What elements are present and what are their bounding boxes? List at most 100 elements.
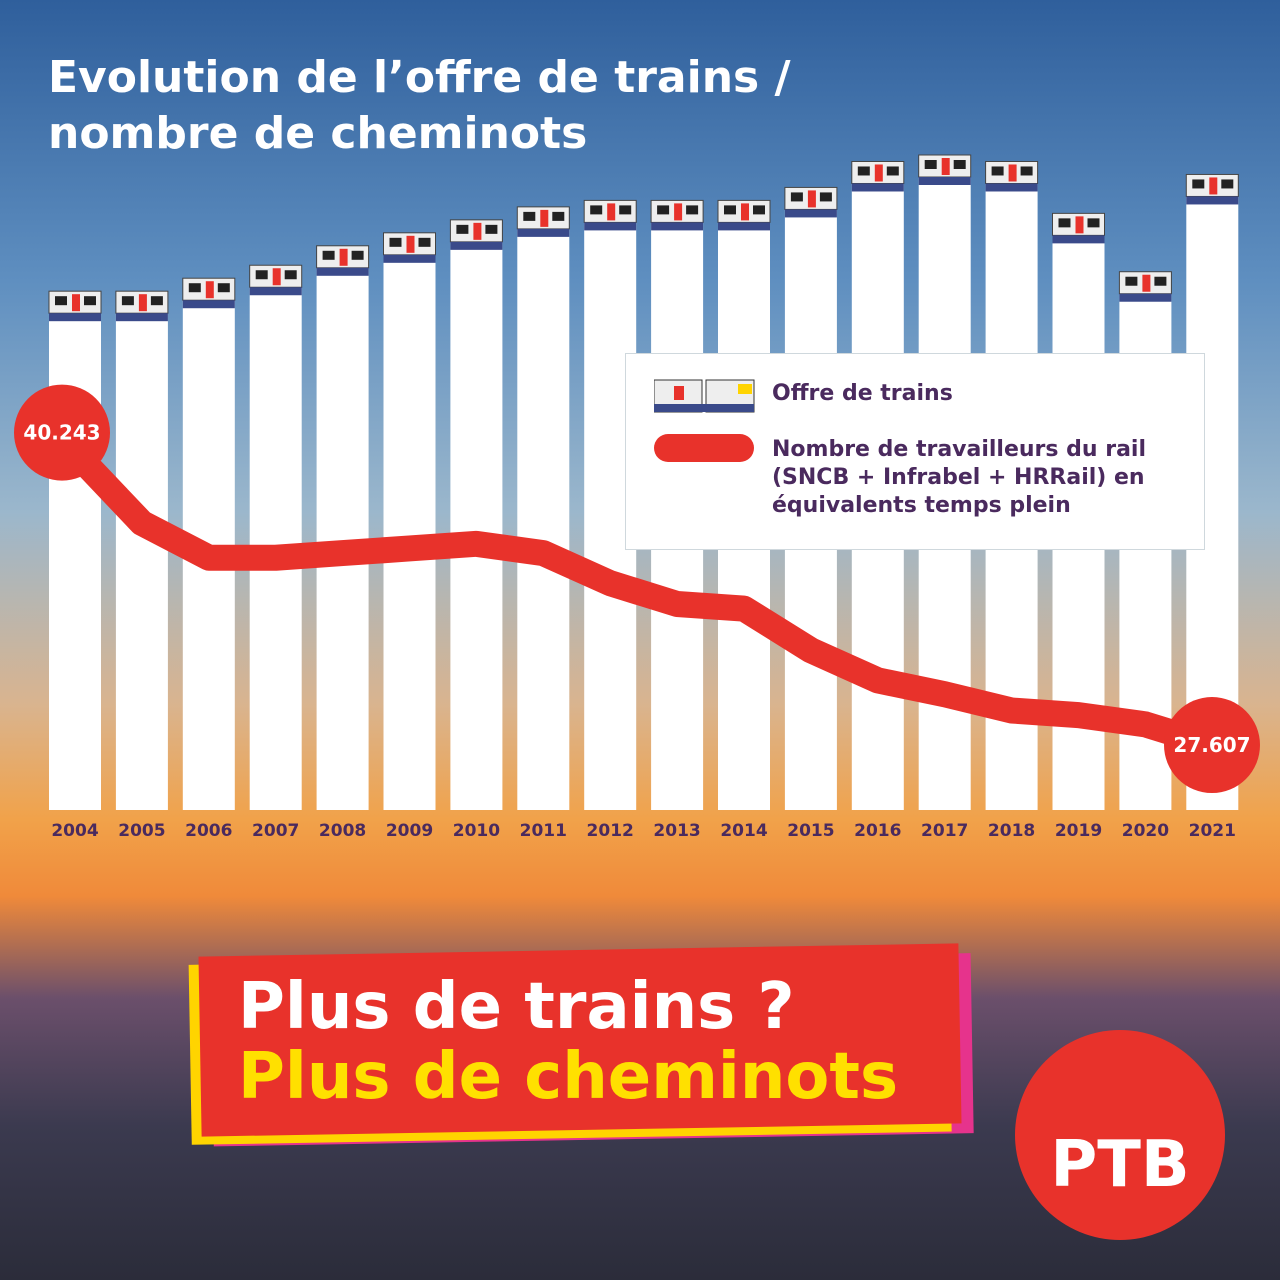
bar bbox=[115, 291, 168, 810]
train-stripe bbox=[49, 313, 101, 322]
x-tick-label: 2019 bbox=[1055, 821, 1102, 841]
train-stripe bbox=[1052, 235, 1105, 244]
train-window bbox=[724, 205, 736, 215]
train-stripe bbox=[851, 183, 904, 192]
train-window bbox=[1125, 276, 1138, 286]
train-window bbox=[819, 192, 832, 202]
train-window bbox=[255, 270, 268, 280]
slogan: Plus de cheminots bbox=[238, 1040, 899, 1114]
train-window bbox=[121, 296, 134, 306]
train-stripe bbox=[249, 287, 302, 296]
train-window bbox=[924, 160, 937, 169]
x-tick-label: 2014 bbox=[720, 821, 767, 841]
train-door bbox=[272, 268, 281, 286]
logo: PTB bbox=[1015, 1030, 1225, 1240]
legend: Offre de trains Nombre de travailleurs d… bbox=[625, 353, 1205, 550]
train-window bbox=[84, 296, 96, 306]
train-door bbox=[72, 294, 80, 312]
train-window bbox=[790, 192, 803, 202]
train-door bbox=[138, 294, 147, 312]
bar bbox=[383, 232, 436, 810]
train-door bbox=[1008, 164, 1017, 182]
train-window bbox=[284, 270, 297, 280]
train-door bbox=[874, 164, 883, 182]
x-tick-label: 2016 bbox=[854, 821, 901, 841]
x-tick-label: 2015 bbox=[787, 821, 834, 841]
train-window bbox=[686, 205, 699, 215]
train-window bbox=[953, 160, 966, 169]
bar bbox=[49, 291, 101, 810]
train-window bbox=[1221, 179, 1234, 189]
train-door bbox=[1209, 177, 1218, 195]
train-stripe bbox=[316, 267, 369, 276]
train-window bbox=[657, 205, 670, 215]
train-stripe bbox=[651, 222, 704, 231]
x-tick-label: 2010 bbox=[453, 821, 500, 841]
x-tick-label: 2009 bbox=[386, 821, 433, 841]
train-stripe bbox=[1186, 196, 1239, 205]
train-window bbox=[857, 166, 870, 176]
train-door bbox=[941, 158, 950, 175]
end-marker bbox=[14, 384, 110, 481]
x-tick-label: 2011 bbox=[520, 821, 567, 841]
train-stripe bbox=[450, 241, 503, 250]
train-door bbox=[1075, 216, 1084, 234]
chart-title: Evolution de l’offre de trains / nombre … bbox=[48, 52, 791, 159]
legend-label: Nombre de travailleurs du rail (SNCB + I… bbox=[772, 437, 1147, 518]
train-window bbox=[552, 211, 565, 221]
train-stripe bbox=[115, 313, 168, 322]
train-stripe bbox=[383, 254, 436, 263]
train-door bbox=[339, 248, 348, 266]
train-stripe bbox=[584, 222, 637, 231]
train-stripe bbox=[1119, 293, 1172, 302]
train-stripe bbox=[918, 177, 971, 185]
data-label: 40.243 bbox=[23, 421, 100, 445]
train-door bbox=[540, 209, 549, 227]
x-tick-label: 2007 bbox=[252, 821, 299, 841]
slogan: Plus de trains ? bbox=[238, 970, 795, 1044]
train-door bbox=[406, 235, 415, 253]
x-tick-label: 2005 bbox=[118, 821, 165, 841]
line bbox=[65, 443, 1217, 758]
train-window bbox=[619, 205, 632, 215]
train-door bbox=[674, 203, 683, 221]
train-window bbox=[886, 166, 899, 176]
train-stripe bbox=[784, 209, 837, 218]
train-window bbox=[590, 205, 603, 215]
train-window bbox=[217, 283, 230, 293]
train-window bbox=[485, 224, 498, 234]
x-tick-label: 2020 bbox=[1122, 821, 1169, 841]
train-window bbox=[322, 250, 335, 260]
x-tick-label: 2012 bbox=[587, 821, 634, 841]
data-label: 27.607 bbox=[1173, 733, 1250, 757]
train-door bbox=[741, 203, 749, 221]
bar bbox=[316, 245, 369, 810]
train-door bbox=[1142, 274, 1151, 292]
bar bbox=[450, 219, 503, 810]
train-stripe bbox=[182, 300, 235, 309]
train-window bbox=[1087, 218, 1100, 228]
train-window bbox=[389, 237, 402, 247]
train-window bbox=[55, 296, 67, 306]
train-stripe bbox=[718, 222, 770, 231]
x-tick-label: 2021 bbox=[1189, 821, 1236, 841]
train-window bbox=[1058, 218, 1071, 228]
train-window bbox=[418, 237, 431, 247]
train-window bbox=[1192, 179, 1205, 189]
bar bbox=[249, 265, 302, 810]
train-window bbox=[523, 211, 536, 221]
train-door bbox=[807, 190, 816, 208]
legend-train-icon bbox=[654, 379, 755, 413]
train-window bbox=[991, 166, 1004, 176]
train-window bbox=[188, 283, 201, 293]
train-window bbox=[1154, 276, 1167, 286]
train-window bbox=[753, 205, 765, 215]
train-door bbox=[205, 281, 214, 299]
train-stripe bbox=[985, 183, 1038, 192]
x-tick-label: 2013 bbox=[653, 821, 700, 841]
x-tick-label: 2017 bbox=[921, 821, 968, 841]
train-window bbox=[1020, 166, 1033, 176]
train-window bbox=[351, 250, 364, 260]
x-tick-label: 2004 bbox=[51, 821, 98, 841]
